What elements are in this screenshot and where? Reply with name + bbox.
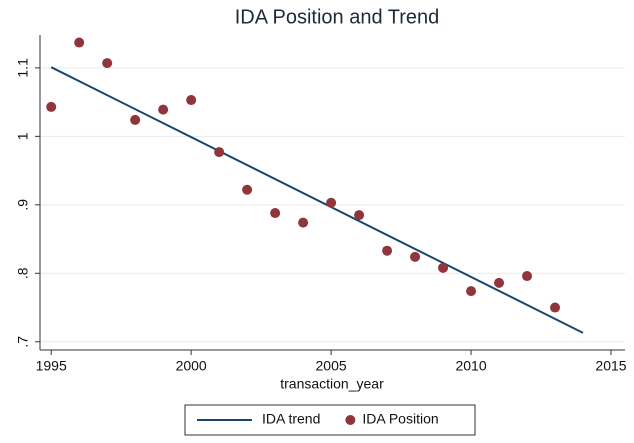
- scatter-point: [158, 104, 169, 115]
- scatter-point: [410, 251, 421, 262]
- x-tick-label: 2005: [316, 358, 347, 374]
- y-tick-label: .8: [15, 267, 31, 279]
- x-tick-label: 1995: [36, 358, 67, 374]
- scatter-point: [382, 245, 393, 256]
- scatter-point: [46, 101, 57, 112]
- scatter-point: [242, 184, 253, 195]
- scatter-point: [130, 114, 141, 125]
- x-tick-label: 2015: [595, 358, 626, 374]
- scatter-point: [186, 95, 197, 106]
- y-tick-label: .7: [15, 336, 31, 348]
- scatter-point: [298, 217, 309, 228]
- x-tick-label: 2010: [455, 358, 486, 374]
- y-tick-label: .9: [15, 199, 31, 211]
- chart-title: IDA Position and Trend: [235, 6, 440, 28]
- scatter-point: [494, 277, 505, 288]
- legend-label: IDA trend: [262, 411, 320, 427]
- scatter-point: [550, 302, 561, 313]
- legend-marker: [345, 415, 356, 425]
- scatter-point: [466, 286, 477, 297]
- scatter-point: [214, 147, 225, 158]
- trend-line: [50, 66, 584, 334]
- scatter-point: [74, 37, 85, 48]
- scatter-point: [438, 262, 449, 273]
- scatter-point: [326, 197, 337, 208]
- x-tick-label: 2000: [176, 358, 207, 374]
- x-axis-title: transaction_year: [280, 376, 384, 392]
- scatter-point: [102, 58, 113, 69]
- y-tick-label: 1: [15, 132, 31, 140]
- y-tick-label: 1.1: [15, 58, 31, 78]
- scatter-point: [522, 271, 533, 282]
- scatter-point: [270, 208, 281, 219]
- legend-label: IDA Position: [362, 411, 438, 427]
- scatter-point: [354, 210, 365, 221]
